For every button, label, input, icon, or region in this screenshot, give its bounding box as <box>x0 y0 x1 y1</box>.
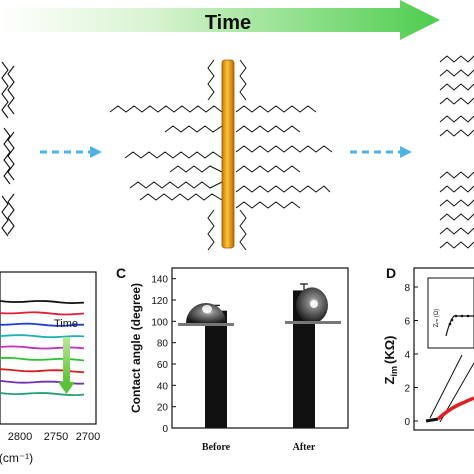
time-arrow: Time <box>0 0 440 40</box>
zigzag-chain <box>7 193 15 235</box>
d-y-tick-label: 8 <box>404 283 410 294</box>
c-y-tick-label: 60 <box>157 360 169 371</box>
droplet-before-image <box>178 303 234 326</box>
panel-c-letter: C <box>116 265 126 281</box>
d-data-series <box>425 396 474 423</box>
d-y-label-main: Z <box>382 376 397 384</box>
schematic-right-chains <box>439 55 474 249</box>
spectrum-trace <box>0 322 85 327</box>
b-tick-2700: 2700 <box>76 431 100 443</box>
c-y-label: Contact angle (degree) <box>129 283 143 413</box>
d-inset-ylabel: Zᵢₘ (Ω) <box>434 309 440 328</box>
spectra-traces <box>0 300 85 397</box>
d-inset-curve <box>445 315 474 337</box>
schematic-center <box>109 59 333 251</box>
c-y-tick-label: 120 <box>151 296 168 307</box>
c-y-tick-label: 100 <box>151 317 168 328</box>
c-bar-after <box>293 290 315 428</box>
spectrum-trace <box>0 356 85 362</box>
c-x-tick-label: Before <box>202 442 231 453</box>
d-zoom-lines <box>429 354 474 423</box>
c-y-tick-label: 20 <box>157 403 169 414</box>
gold-nanowire <box>221 59 235 249</box>
c-x-tick-label: After <box>293 442 316 453</box>
panel-b-frame <box>0 271 97 425</box>
dashed-arrow-1 <box>40 146 102 158</box>
schematic-left-chains <box>1 61 15 237</box>
d-y-label-unit: (KΩ) <box>382 336 397 364</box>
d-y-tick-label: 6 <box>404 317 410 328</box>
b-tick-2800: 2800 <box>8 431 32 443</box>
time-label: Time <box>205 12 251 34</box>
d-inset-frame <box>427 277 474 349</box>
c-y-axis: 0 20 40 60 80 100 120 140 <box>151 275 176 435</box>
spectrum-trace <box>0 311 85 316</box>
b-time-arrow <box>58 337 75 394</box>
spectrum-trace <box>0 392 85 397</box>
spectrum-trace <box>0 368 85 374</box>
d-y-tick-label: 4 <box>404 350 410 361</box>
panel-d-fragment: D 0 2 4 6 8 Zim (KΩ) Zᵢₘ (Ω) <box>382 265 474 431</box>
d-plot-frame <box>413 267 474 431</box>
d-red-series <box>436 396 474 421</box>
dashed-arrow-2 <box>350 146 412 158</box>
spectrum-trace <box>0 300 85 305</box>
b-time-label: Time <box>54 318 78 330</box>
alkyl-chains-horizontal <box>109 105 333 209</box>
c-y-tick-label: 0 <box>162 424 168 435</box>
c-bar-before <box>205 310 227 428</box>
panel-b-fragment: Time 2800 2750 2700 (cm⁻¹) <box>0 271 100 465</box>
alkyl-chains-vertical <box>207 59 247 251</box>
c-y-tick-label: 80 <box>157 339 169 350</box>
d-y-label-sub: im <box>389 366 399 377</box>
spectrum-trace <box>0 345 85 350</box>
b-tick-2750: 2750 <box>44 431 68 443</box>
d-y-label: Zim (KΩ) <box>382 336 399 385</box>
d-y-label-text: Zim (KΩ) <box>382 336 399 385</box>
d-inset: Zᵢₘ (Ω) <box>427 277 474 349</box>
panel-c: C 0 20 40 60 80 100 120 140 Before After Contact… <box>116 265 349 453</box>
c-y-tick-label: 140 <box>151 275 168 286</box>
c-plot-frame <box>171 267 349 429</box>
droplet-after-image <box>285 287 341 324</box>
zigzag-chain <box>7 65 15 115</box>
time-arrow-shape <box>0 0 440 40</box>
d-y-tick-label: 2 <box>404 384 410 395</box>
d-y-tick-label: 0 <box>404 417 410 428</box>
zigzag-chain <box>1 61 9 119</box>
d-black-series <box>425 417 439 423</box>
zigzag-chain <box>3 127 11 185</box>
d-y-axis: 0 2 4 6 8 <box>404 283 418 428</box>
panel-d-letter: D <box>386 265 396 281</box>
c-bars: Before After <box>202 283 316 453</box>
b-x-unit: (cm⁻¹) <box>0 451 33 465</box>
zigzag-chain <box>1 195 9 237</box>
c-y-tick-label: 40 <box>157 381 169 392</box>
spectrum-trace <box>0 334 85 339</box>
zigzag-chain <box>7 131 15 181</box>
